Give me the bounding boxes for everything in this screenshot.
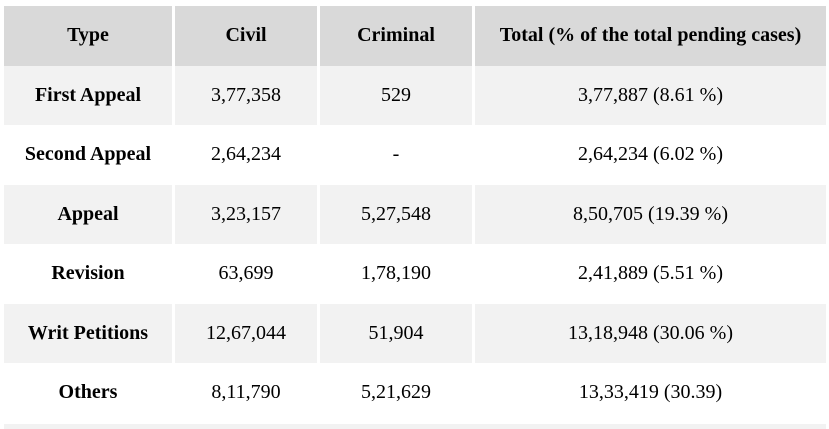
- row-total-cell: 3,77,887 (8.61 %): [475, 65, 826, 125]
- header-type: Type: [4, 6, 172, 66]
- row-civil-cell: 63,699: [218, 262, 274, 285]
- row-type-cell: Appeal: [4, 184, 172, 244]
- header-civil: Civil: [175, 6, 317, 66]
- row-type-cell: Others: [58, 381, 118, 404]
- row-type-cell: Writ Petitions: [4, 303, 172, 363]
- row-type-cell: Second Appeal: [24, 143, 152, 166]
- row-criminal-cell: 51,904: [320, 303, 472, 363]
- row-civil-cell: 3,23,157: [175, 184, 317, 244]
- row-type-cell: Revision: [51, 262, 125, 285]
- row-total-cell: 2,64,234 (6.02 %): [578, 143, 723, 166]
- row-total-cell: 13,18,948 (30.06 %): [475, 303, 826, 363]
- row-civil-cell: 12,67,044: [175, 303, 317, 363]
- table-row: Appeal 3,23,157 5,27,548 8,50,705 (19.39…: [4, 184, 826, 244]
- row-total-cell: 8,50,705 (19.39 %): [475, 184, 826, 244]
- pending-cases-table: Type Civil Criminal Total (% of the tota…: [4, 6, 826, 423]
- row-civil-cell: 8,11,790: [211, 381, 281, 404]
- table-header-row: Type Civil Criminal Total (% of the tota…: [4, 6, 826, 66]
- header-total: Total (% of the total pending cases): [475, 6, 826, 66]
- table-row: Others 8,11,790 5,21,629 13,33,419 (30.3…: [4, 363, 826, 423]
- row-total-cell: 13,33,419 (30.39): [578, 381, 723, 404]
- row-criminal-cell: 5,21,629: [361, 381, 431, 404]
- header-criminal: Criminal: [320, 6, 472, 66]
- row-civil-cell: 3,77,358: [175, 65, 317, 125]
- row-criminal-cell: -: [392, 143, 400, 166]
- row-type-cell: First Appeal: [4, 65, 172, 125]
- table-bottom-strip: [4, 424, 826, 429]
- row-criminal-cell: 5,27,548: [320, 184, 472, 244]
- table-row: Revision 63,699 1,78,190 2,41,889 (5.51 …: [4, 244, 826, 304]
- table-row: Second Appeal 2,64,234 - 2,64,234 (6.02 …: [4, 125, 826, 185]
- table-row: Writ Petitions 12,67,044 51,904 13,18,94…: [4, 303, 826, 363]
- row-criminal-cell: 529: [320, 65, 472, 125]
- row-total-cell: 2,41,889 (5.51 %): [578, 262, 723, 285]
- row-criminal-cell: 1,78,190: [361, 262, 431, 285]
- row-civil-cell: 2,64,234: [211, 143, 281, 166]
- table-row: First Appeal 3,77,358 529 3,77,887 (8.61…: [4, 65, 826, 125]
